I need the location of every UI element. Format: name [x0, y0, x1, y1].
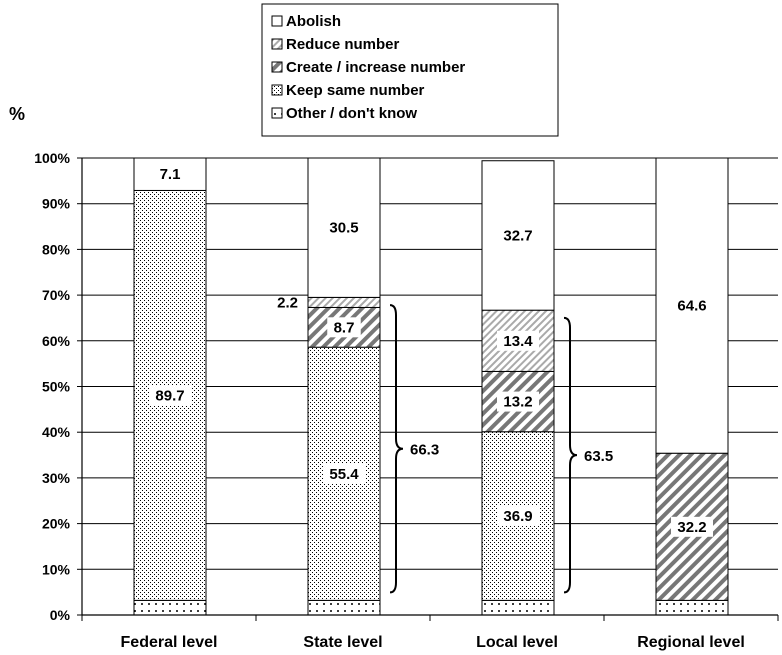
legend-box [261, 3, 559, 137]
y-tick-label: 60% [42, 333, 71, 349]
y-tick-label: 30% [42, 470, 71, 486]
data-labels: 89.7 7.1 55.4 8.7 2.2 30.5 36.9 13.2 13.4 32.7 32.… [149, 164, 713, 537]
brace-total-state-level: 66.3 [410, 442, 439, 459]
y-tick-label: 90% [42, 196, 71, 212]
bar-federal-level-other-don-t-know [133, 599, 207, 616]
legend-label-reduce-number: Reduce number [286, 36, 400, 53]
brace-local-level [563, 316, 578, 594]
legend-label-other-don-t-know: Other / don't know [286, 105, 417, 122]
data-label-local-level-keep-same-number: 36.9 [503, 508, 532, 525]
data-label-state-level-keep-same-number: 55.4 [329, 466, 359, 483]
legend-swatch-reduce-number [271, 38, 283, 50]
x-tick-label: Local level [476, 634, 558, 651]
data-label-local-level-reduce-number: 13.4 [503, 333, 533, 350]
brace-state-level [389, 304, 404, 594]
data-label-bg [323, 217, 365, 238]
legend-label-abolish: Abolish [286, 13, 341, 30]
bars [133, 157, 729, 616]
data-label-local-level-create-increase-number: 13.2 [503, 394, 532, 411]
x-tick-label: Regional level [637, 634, 745, 651]
data-label-bg [327, 317, 361, 338]
data-label-regional-level-abolish: 64.6 [677, 298, 706, 315]
annotations: 66.3 63.5 [389, 304, 613, 594]
data-label-bg [671, 295, 713, 316]
axes: 0% 10% 20% 30% 40% 50% 60% 70% 80% 90% 100% Federal… [34, 150, 779, 651]
data-label-state-level-reduce-number: 2.2 [277, 294, 298, 311]
legend-swatch-create-increase-number [271, 61, 283, 73]
legend-swatch-other-don-t-know [271, 107, 283, 119]
y-axis-label: % [9, 104, 25, 124]
bar-local-level-other-don-t-know [481, 599, 555, 616]
brace-total-local-level: 63.5 [584, 448, 613, 465]
data-label-bg [497, 330, 539, 351]
y-tick-label: 50% [42, 379, 71, 395]
y-tick-label: 10% [42, 561, 71, 577]
bar-state-level-other-don-t-know [307, 599, 381, 616]
y-tick-label: 0% [50, 607, 71, 623]
y-tick-label: 20% [42, 516, 71, 532]
data-label-state-level-create-increase-number: 8.7 [334, 319, 355, 336]
y-tick-label: 100% [34, 150, 70, 166]
data-label-federal-level-keep-same-number: 89.7 [155, 387, 184, 404]
legend-label-create-increase-number: Create / increase number [286, 59, 465, 76]
y-tick-label: 40% [42, 424, 71, 440]
data-label-local-level-abolish: 32.7 [503, 227, 532, 244]
data-label-state-level-abolish: 30.5 [329, 220, 358, 237]
data-label-bg [149, 385, 191, 406]
data-label-bg [497, 506, 539, 527]
data-label-bg [323, 463, 365, 484]
data-label-bg [497, 225, 539, 246]
legend-swatch-keep-same-number [271, 84, 283, 96]
data-label-bg [153, 164, 187, 185]
bar-state-level-reduce-number [307, 296, 381, 308]
bar-regional-level-other-don-t-know [655, 599, 729, 616]
x-tick-label: State level [303, 634, 382, 651]
x-tick-label: Federal level [121, 634, 218, 651]
y-tick-label: 80% [42, 241, 71, 257]
data-label-bg [671, 516, 713, 537]
legend-label-keep-same-number: Keep same number [286, 82, 425, 99]
data-label-regional-level-create-increase-number: 32.2 [677, 519, 706, 536]
y-tick-label: 70% [42, 287, 71, 303]
data-label-federal-level-abolish: 7.1 [160, 166, 181, 183]
data-label-bg [497, 391, 539, 412]
chart-legend: Abolish Reduce number Create / increase nu… [261, 3, 559, 137]
legend-swatch-abolish [271, 15, 283, 27]
